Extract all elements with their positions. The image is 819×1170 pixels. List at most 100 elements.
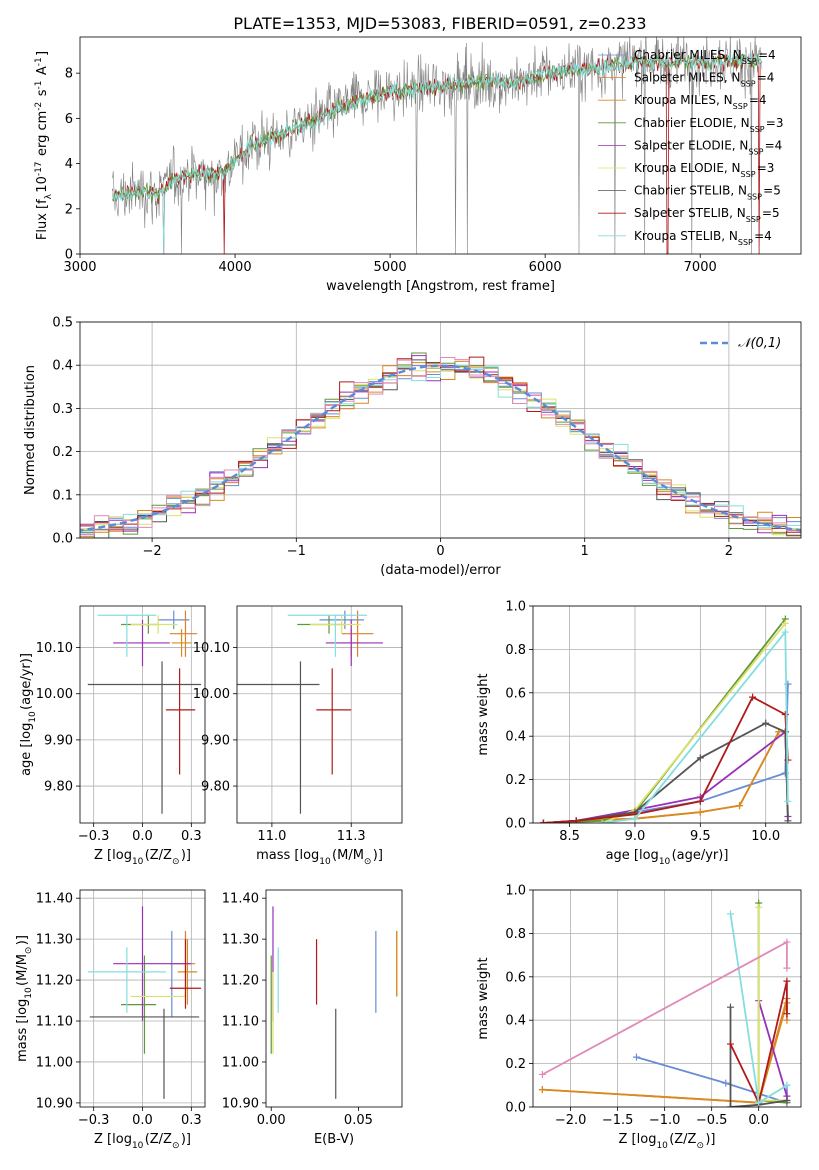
error-bar: [325, 619, 383, 667]
plot-area: [539, 615, 792, 823]
error-bar: [113, 906, 192, 1022]
x-tick-label: 9.0: [625, 829, 646, 844]
error-bar: [341, 610, 374, 657]
plot-area: [80, 352, 801, 538]
weight-marker: [572, 817, 580, 823]
y-tick-label: 0.2: [505, 1057, 526, 1072]
weight-marker: [598, 819, 606, 823]
y-axis-label: mass weight: [476, 957, 491, 1039]
x-tick-label: 9.5: [690, 829, 711, 844]
y-axis-label: Normed distribution: [23, 365, 38, 495]
x-tick-label: 0.3: [181, 829, 202, 844]
legend-label: Chabrier MILES, NSSP =4: [634, 48, 776, 66]
error-bar: [89, 1008, 200, 1099]
axes-frame: [532, 605, 802, 824]
y-tick-label: 0.8: [505, 643, 526, 658]
legend: 𝒩(0,1): [700, 336, 781, 351]
weight-marker: [696, 754, 704, 762]
error-bar: [169, 939, 202, 1009]
panel-weight_vs_age: 8.5 9.0 9.5 10.0 0.0 0.2 0.4 0.6 0.8 1.0 age [log1…: [476, 600, 802, 867]
legend-label: Salpeter ELODIE, NSSP =4: [634, 138, 782, 156]
x-tick-label: 11.3: [337, 829, 366, 844]
model-spectrum: [112, 52, 763, 254]
axes-frame: [79, 36, 802, 255]
figure-title: PLATE=1353, MJD=53083, FIBERID=0591, z=0…: [233, 14, 646, 33]
x-tick-label: 3000: [63, 260, 96, 275]
x-tick-label: −2.0: [555, 1113, 587, 1128]
weight-marker: [783, 1016, 791, 1024]
y-tick-label: 0.0: [505, 817, 526, 832]
x-tick-label: −1: [287, 544, 306, 559]
x-axis-label: Z [log10 (Z/Z⊙ )]: [94, 1132, 191, 1151]
weight-marker: [726, 1103, 734, 1107]
y-tick-label: 0.2: [52, 445, 73, 460]
weight-marker: [631, 815, 639, 823]
error-bar: [87, 661, 202, 814]
legend-label: Chabrier ELODIE, NSSP =3: [634, 116, 784, 134]
x-tick-label: 0.3: [181, 1113, 202, 1128]
x-tick-label: 0.05: [344, 1113, 373, 1128]
legend-label: Salpeter MILES, NSSP =4: [634, 71, 774, 89]
weight-line: [729, 980, 788, 1106]
y-tick-label: 11.10: [222, 1015, 259, 1030]
weight-marker: [632, 1053, 640, 1061]
error-bar: [169, 610, 198, 657]
x-axis-label: age [log10 (age/yr)]: [606, 848, 729, 867]
x-tick-label: −0.5: [696, 1113, 728, 1128]
x-tick-label: 0.00: [257, 1113, 286, 1128]
y-tick-label: 0.0: [505, 1101, 526, 1116]
x-tick-label: 4000: [219, 260, 252, 275]
weight-marker: [726, 910, 734, 918]
weight-marker: [538, 1070, 546, 1078]
x-tick-label: 0.0: [132, 829, 153, 844]
panel-spectrum: 3000 4000 5000 6000 7000 0 2 4 6 8 wavelength [Ang…: [34, 36, 802, 294]
plot-area: [237, 610, 383, 814]
x-tick-label: 5000: [374, 260, 407, 275]
weight-marker: [781, 711, 789, 718]
panel-age_vs_Z: −0.3 0.0 0.3 9.80 9.90 10.00 10.10 Z [log10 (Z/…: [19, 605, 206, 867]
weight-marker: [783, 938, 791, 946]
panel-weight_vs_Z: −2.0 −1.5 −1.0 −0.5 0.0 0.0 0.2 0.4 0.6 0.8 1.0 Z […: [476, 884, 802, 1151]
x-axis-label: Z [log10 (Z/Z⊙ )]: [619, 1132, 716, 1151]
x-tick-label: 11.0: [257, 829, 286, 844]
error-bar: [97, 614, 157, 657]
y-tick-label: 9.90: [44, 733, 73, 748]
y-tick-label: 1.0: [505, 884, 526, 899]
plot-area: [87, 906, 202, 1099]
error-bar: [316, 668, 352, 775]
weight-marker: [696, 808, 704, 816]
weight-marker: [783, 1081, 791, 1089]
x-tick-label: −2: [143, 544, 162, 559]
weight-marker: [781, 628, 789, 636]
plot-area: [538, 899, 791, 1107]
y-tick-label: 11.30: [222, 933, 259, 948]
error-bar: [237, 661, 320, 814]
y-tick-label: 0.0: [52, 532, 73, 547]
x-tick-label: 10.0: [751, 829, 780, 844]
y-axis-label: mass weight: [476, 673, 491, 755]
y-axis-label: Flux [fλ 10-17 erg cm-2 s-1 A-1 ]: [34, 51, 54, 240]
weight-marker: [781, 619, 789, 627]
y-tick-label: 9.90: [201, 733, 230, 748]
y-tick-label: 0.5: [52, 316, 73, 331]
x-tick-label: −0.3: [78, 829, 110, 844]
y-tick-label: 11.00: [222, 1055, 259, 1070]
weight-marker: [722, 1079, 730, 1087]
legend-label: Kroupa MILES, NSSP =4: [634, 93, 767, 111]
weight-marker: [784, 817, 792, 823]
weight-line: [602, 629, 789, 823]
y-tick-label: 8: [65, 67, 73, 82]
plot-area: [270, 906, 398, 1099]
axes-frame: [265, 889, 403, 1108]
weight-line: [543, 684, 789, 823]
axes-frame: [532, 889, 802, 1108]
weight-marker: [538, 1086, 546, 1094]
y-tick-label: 10.10: [36, 641, 73, 656]
weight-line: [543, 730, 789, 823]
legend: Chabrier MILES, NSSP =4 Salpeter MILES, N…: [598, 48, 784, 246]
weight-marker: [726, 1040, 734, 1048]
error-bar: [158, 610, 190, 630]
panel-residuals: −2 −1 0 1 2 0.0 0.1 0.2 0.3 0.4 0.5 (data-model)/er…: [23, 316, 802, 578]
x-tick-label: −1.5: [602, 1113, 634, 1128]
x-axis-label: E(B-V): [314, 1132, 354, 1147]
